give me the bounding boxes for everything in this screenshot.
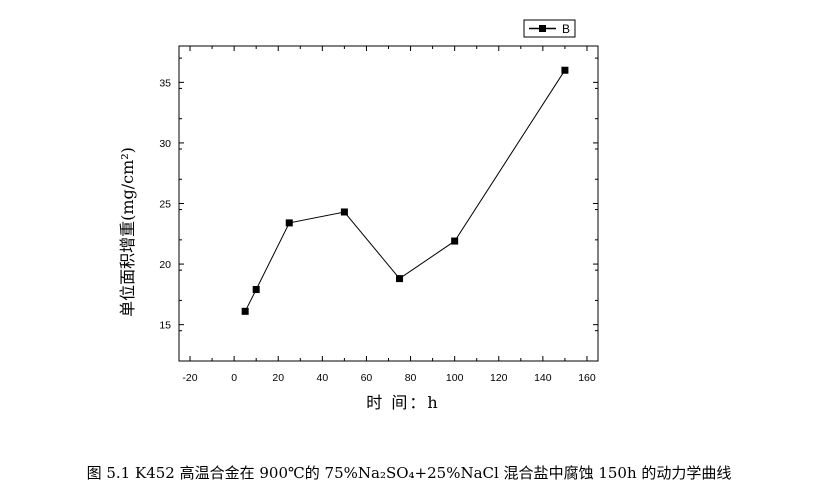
- y-axis-ticks: 15 20 25 30 35: [159, 57, 598, 362]
- y-tick-label: 25: [159, 199, 171, 211]
- x-tick-label: 120: [490, 372, 508, 384]
- data-point: [396, 275, 404, 283]
- legend-label-b: B: [562, 22, 570, 36]
- x-axis-ticks: -20 0 20 40 60 80 100 120 140 160: [182, 46, 596, 384]
- chart-area: 15 20 25 30 35 -20 0 20 40 60 80 100 120 140 160 单位面积…: [118, 19, 599, 412]
- x-tick-label: -20: [182, 372, 197, 384]
- data-point: [241, 307, 249, 315]
- x-tick-label: 60: [361, 372, 373, 384]
- series-group: [241, 66, 569, 315]
- figure-caption: 图 5.1 K452 高温合金在 900℃的 75%Na₂SO₄+25%NaCl…: [86, 464, 732, 482]
- x-axis-label: 时 间：h: [366, 393, 439, 412]
- data-point: [561, 66, 569, 74]
- x-tick-label: 40: [316, 372, 328, 384]
- x-tick-label: 0: [231, 372, 237, 384]
- legend-marker: [539, 25, 546, 32]
- series-line-b: [244, 69, 566, 312]
- data-point: [252, 286, 260, 294]
- data-point: [340, 208, 348, 216]
- x-tick-label: 20: [272, 372, 284, 384]
- x-tick-label: 140: [534, 372, 552, 384]
- legend: B: [523, 19, 576, 38]
- x-tick-label: 80: [405, 372, 417, 384]
- y-tick-label: 15: [159, 320, 171, 332]
- y-tick-label: 30: [159, 138, 171, 150]
- y-tick-label: 20: [159, 259, 171, 271]
- x-tick-label: 100: [446, 372, 464, 384]
- y-axis-label: 单位面积增重(mg/cm²): [118, 147, 137, 317]
- data-point: [285, 219, 293, 227]
- y-tick-label: 35: [159, 77, 171, 89]
- data-point: [451, 237, 459, 245]
- x-tick-label: 160: [578, 372, 596, 384]
